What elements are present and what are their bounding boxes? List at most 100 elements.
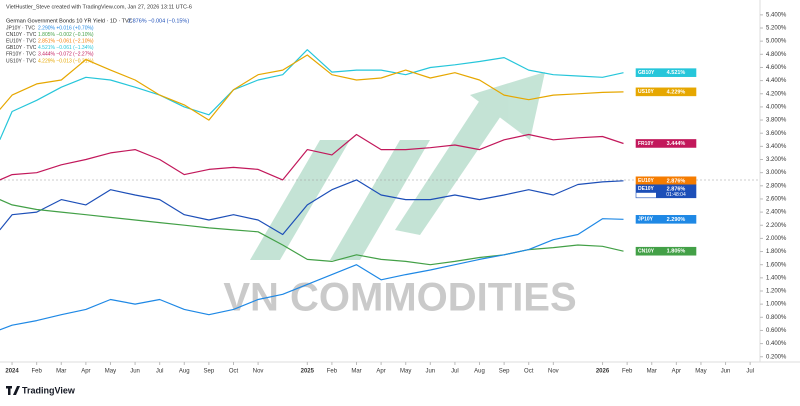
- legend-entry: FR10Y · TVC: [6, 52, 36, 58]
- price-box-tag: [636, 247, 656, 256]
- x-tick-label: Feb: [622, 369, 633, 375]
- price-box-name: US10Y: [638, 89, 655, 95]
- series-line: [0, 218, 624, 331]
- x-tick-label: 2025: [301, 369, 315, 375]
- x-tick-label: Jun: [721, 369, 731, 375]
- footer: TradingView: [22, 385, 76, 395]
- legend-quote: 2.851% −0.061 (−2.10%): [38, 39, 94, 45]
- price-box-tag: [636, 87, 656, 96]
- price-box-tag: [636, 184, 656, 193]
- legend-quote: 2.290% +0.016 (+0.70%): [38, 25, 94, 31]
- price-box-label: 4.229%: [667, 89, 686, 95]
- x-tick-label: Oct: [524, 369, 534, 375]
- price-box-name: DE10Y: [638, 186, 655, 192]
- x-tick-label: Apr: [376, 369, 385, 375]
- x-tick-label: Sep: [499, 369, 510, 375]
- x-tick-label: Jun: [130, 369, 140, 375]
- series-line: [0, 179, 624, 236]
- x-tick-label: Mar: [647, 369, 657, 375]
- x-tick-label: Jul: [451, 369, 459, 375]
- price-box-label: 2.290%: [667, 217, 686, 223]
- price-box-countdown: 01:48:04: [666, 192, 686, 198]
- x-tick-label: May: [105, 369, 116, 375]
- y-tick-label: 1.200%: [766, 289, 787, 295]
- y-tick-label: 4.400%: [766, 78, 787, 84]
- series-line: [0, 49, 624, 141]
- y-tick-label: 0.200%: [766, 354, 787, 360]
- x-tick-label: Aug: [474, 369, 485, 375]
- x-tick-label: Mar: [351, 369, 361, 375]
- legend-entry: CN10Y · TVC: [6, 32, 37, 38]
- x-tick-label: Feb: [327, 369, 338, 375]
- y-tick-label: 3.800%: [766, 118, 787, 124]
- title-quote: 2.876% −0.004 (−0.15%): [128, 18, 189, 24]
- x-tick-label: Jul: [156, 369, 164, 375]
- x-tick-label: Apr: [672, 369, 681, 375]
- y-tick-label: 4.600%: [766, 65, 787, 71]
- x-tick-label: 2024: [5, 369, 19, 375]
- x-tick-label: Sep: [204, 369, 215, 375]
- x-tick-label: Oct: [229, 369, 239, 375]
- y-tick-label: 5.000%: [766, 39, 787, 45]
- y-tick-label: 5.400%: [766, 12, 787, 18]
- legend-entry: US10Y · TVC: [6, 58, 36, 64]
- watermark: VN COMMODITIES: [223, 276, 576, 320]
- price-box-name: FR10Y: [638, 141, 654, 147]
- price-box-value-bg: [656, 176, 696, 185]
- price-box-value-bg: [656, 184, 696, 198]
- y-tick-label: 4.800%: [766, 52, 787, 58]
- price-box-value-bg: [656, 87, 696, 96]
- x-tick-label: Apr: [81, 369, 90, 375]
- x-tick-label: Feb: [31, 369, 42, 375]
- series-line: [0, 133, 624, 181]
- y-tick-label: 0.400%: [766, 341, 787, 347]
- price-box-label: 4.521%: [667, 70, 686, 76]
- chart-title: German Government Bonds 10 YR Yield · 1D…: [6, 18, 133, 24]
- series-line: [0, 54, 624, 121]
- x-tick-label: 2026: [596, 369, 610, 375]
- x-tick-label: Nov: [253, 369, 264, 375]
- x-tick-label: Jul: [746, 369, 754, 375]
- price-box-tag: [636, 68, 656, 77]
- y-tick-label: 1.800%: [766, 249, 787, 255]
- price-box-label: 2.876%: [667, 186, 686, 192]
- header: VietHustler_Steve created with TradingVi…: [6, 4, 192, 10]
- tv-logo: [6, 386, 20, 395]
- y-tick-label: 5.200%: [766, 26, 787, 32]
- y-tick-label: 0.800%: [766, 315, 787, 321]
- price-box-value-bg: [656, 247, 696, 256]
- y-tick-label: 1.000%: [766, 302, 787, 308]
- price-box-tag: [636, 176, 656, 185]
- price-box-name: EU10Y: [638, 178, 655, 184]
- price-box-value-bg: [656, 139, 696, 148]
- price-box-tag: [636, 139, 656, 148]
- x-tick-label: May: [695, 369, 706, 375]
- y-tick-label: 3.400%: [766, 144, 787, 150]
- y-tick-label: 2.400%: [766, 210, 787, 216]
- y-tick-label: 4.200%: [766, 91, 787, 97]
- x-tick-label: Mar: [56, 369, 66, 375]
- legend-quote: 1.805% −0.002 (−0.10%): [38, 32, 94, 38]
- price-box-tag: [636, 215, 656, 224]
- legend-quote: 4.521% −0.061 (−1.34%): [38, 45, 94, 51]
- price-box-value-bg: [656, 68, 696, 77]
- y-tick-label: 2.000%: [766, 236, 787, 242]
- price-box-value-bg: [656, 215, 696, 224]
- y-tick-label: 1.400%: [766, 275, 787, 281]
- y-tick-label: 3.600%: [766, 131, 787, 137]
- price-box-label: 2.876%: [667, 178, 686, 184]
- x-tick-label: May: [400, 369, 411, 375]
- legend-entry: GB10Y · TVC: [6, 45, 37, 51]
- y-tick-label: 1.600%: [766, 262, 787, 268]
- y-tick-label: 2.600%: [766, 197, 787, 203]
- legend-quote: 3.444% −0.072 (−2.27%): [38, 52, 94, 58]
- y-tick-label: 2.800%: [766, 183, 787, 189]
- y-tick-label: 0.600%: [766, 328, 787, 334]
- x-tick-label: Nov: [548, 369, 559, 375]
- legend-entry: EU10Y · TVC: [6, 39, 36, 45]
- legend-quote: 4.229% −0.013 (−0.31%): [38, 58, 94, 64]
- y-tick-label: 4.000%: [766, 104, 787, 110]
- x-tick-label: Aug: [179, 369, 190, 375]
- y-tick-label: 2.200%: [766, 223, 787, 229]
